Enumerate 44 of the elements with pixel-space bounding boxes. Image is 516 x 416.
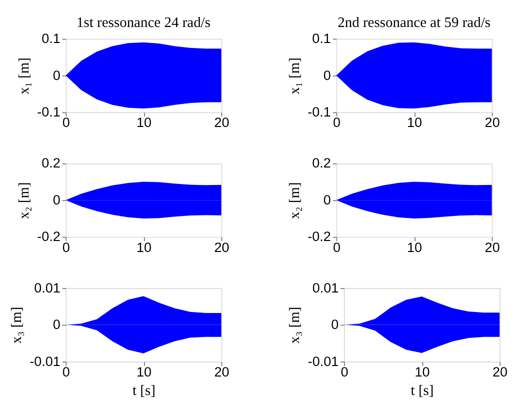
y-axis-title: x₂ [m] — [286, 182, 303, 220]
x-tick-label: 10 — [136, 115, 152, 130]
x-tick-label: 20 — [484, 240, 500, 255]
y-tick-label: 0 — [331, 317, 339, 332]
x-tick-label: 20 — [484, 115, 500, 130]
y-tick-label: -0.2 — [308, 229, 331, 244]
x-tick-label: 20 — [214, 240, 230, 255]
y-tick-label: 0.01 — [312, 280, 339, 296]
y-tick-label: -0.01 — [30, 354, 60, 369]
chart-title: 2nd ressonance at 59 rad/s — [338, 15, 491, 32]
y-tick-label: 0.1 — [312, 31, 331, 46]
y-tick-label: 0.1 — [42, 31, 60, 46]
x-tick-label: 0 — [62, 240, 70, 255]
x-tick-label: 10 — [407, 115, 422, 130]
x-tick-label: 0 — [62, 115, 70, 130]
x-tick-label: 10 — [414, 364, 430, 380]
y-tick-label: 0 — [52, 317, 60, 332]
x-tick-label: 20 — [214, 115, 230, 130]
y-tick-label: 0.01 — [34, 280, 60, 296]
y-tick-label: 0.2 — [42, 156, 60, 171]
y-tick-label: 0 — [52, 192, 60, 208]
x-tick-label: 10 — [136, 240, 152, 255]
y-axis-title: x₂ [m] — [16, 182, 32, 220]
x-tick-label: 10 — [407, 240, 422, 255]
y-axis-title: x₃ [m] — [287, 306, 304, 344]
y-tick-label: -0.01 — [308, 354, 339, 369]
x-tick-label: 20 — [492, 364, 508, 380]
x-tick-label: 10 — [136, 364, 152, 380]
x-tick-label: 0 — [62, 364, 70, 380]
y-tick-label: -0.2 — [37, 229, 60, 244]
y-tick-label: 0.2 — [312, 156, 331, 171]
y-tick-label: 0 — [52, 68, 60, 83]
y-axis-title: x₃ [m] — [8, 306, 25, 344]
y-axis-title: x₁ [m] — [16, 58, 32, 94]
y-tick-label: 0 — [323, 192, 331, 208]
x-axis-title: t [s] — [132, 382, 156, 399]
x-tick-label: 0 — [340, 364, 348, 380]
y-axis-title: x₁ [m] — [286, 58, 303, 94]
y-tick-label: 0 — [323, 68, 331, 83]
x-axis-title: t [s] — [410, 382, 434, 399]
x-tick-label: 20 — [214, 364, 230, 380]
y-tick-label: -0.1 — [308, 104, 331, 120]
chart-title: 1st ressonance 24 rad/s — [76, 15, 211, 32]
y-tick-label: -0.1 — [37, 104, 60, 120]
